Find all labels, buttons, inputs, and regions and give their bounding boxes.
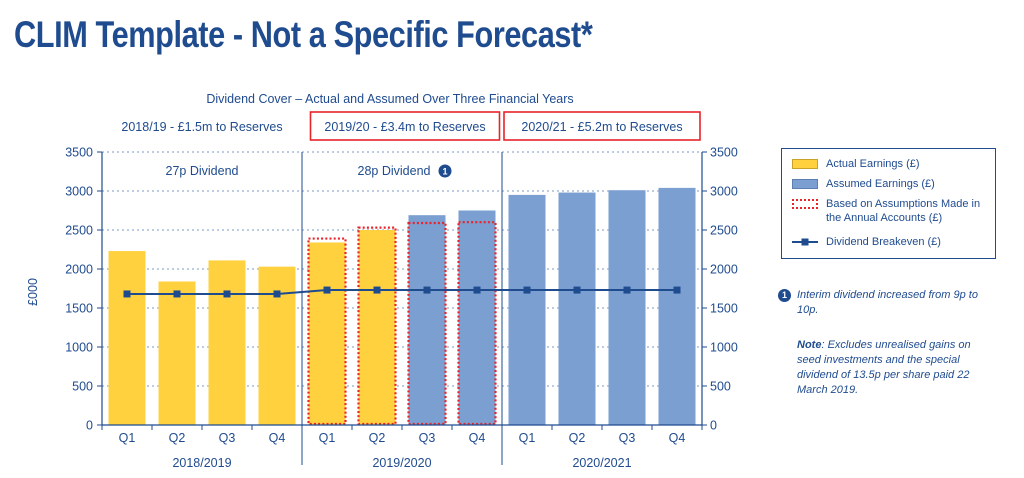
interim-note: 1 Interim dividend increased from 9p to … [778, 288, 1008, 318]
swatch-line [792, 238, 818, 246]
x-tick-label: Q1 [319, 431, 336, 445]
exclusion-note: Note: Excludes unrealised gains on seed … [778, 338, 997, 398]
reserves-label: 2018/19 - £1.5m to Reserves [121, 120, 282, 134]
breakeven-marker [273, 290, 281, 298]
breakeven-marker [573, 286, 581, 294]
bar-actual [158, 281, 196, 425]
x-tick-label: Q4 [669, 431, 686, 445]
legend-item-actual: Actual Earnings (£) [792, 157, 991, 171]
bar-actual [208, 260, 246, 425]
y-tick-label-left: 3000 [65, 185, 93, 199]
footnote-marker-text: 1 [442, 167, 447, 177]
bar-assumed [558, 192, 596, 425]
breakeven-marker [323, 286, 331, 294]
footnote-marker-icon [438, 164, 452, 178]
breakeven-marker [373, 286, 381, 294]
y-tick-label-left: 0 [86, 419, 93, 433]
y-tick-label-left: 500 [72, 380, 93, 394]
x-tick-label: Q3 [619, 431, 636, 445]
breakeven-line [127, 289, 677, 295]
bar-assumed [608, 190, 646, 425]
legend-item-assumed: Assumed Earnings (£) [792, 177, 991, 191]
x-tick-label: Q4 [469, 431, 486, 445]
x-tick-label: Q2 [369, 431, 386, 445]
bar-assumed [508, 194, 546, 425]
swatch-dotted [792, 199, 818, 209]
bar-actual [358, 230, 396, 425]
legend: Actual Earnings (£) Assumed Earnings (£)… [781, 148, 996, 259]
group-label: 2018/2019 [172, 456, 231, 470]
swatch-assumed [792, 179, 818, 189]
x-tick-label: Q3 [419, 431, 436, 445]
reserves-label: 2019/20 - £3.4m to Reserves [324, 120, 485, 134]
y-tick-label-left: 2500 [65, 224, 93, 238]
y-tick-label-right: 2500 [710, 224, 738, 238]
group-label: 2020/2021 [572, 456, 631, 470]
bar-actual [108, 251, 146, 425]
breakeven-marker [173, 290, 181, 298]
breakeven-marker [123, 290, 131, 298]
y-tick-label-right: 2000 [710, 263, 738, 277]
legend-label: Dividend Breakeven (£) [826, 236, 941, 248]
x-tick-label: Q2 [169, 431, 186, 445]
legend-label: Based on Assumptions Made in the Annual … [826, 198, 981, 224]
chart-title: Dividend Cover – Actual and Assumed Over… [206, 92, 573, 106]
bar-assumption-outline [307, 237, 347, 426]
reserves-box [309, 111, 501, 141]
bar-actual [258, 266, 296, 425]
breakeven-marker [473, 286, 481, 294]
y-tick-label-right: 500 [710, 380, 731, 394]
interim-note-text: Interim dividend increased from 9p to 10… [797, 289, 978, 316]
group-label: 2019/2020 [372, 456, 431, 470]
y-tick-label-right: 1000 [710, 341, 738, 355]
x-tick-label: Q1 [519, 431, 536, 445]
note-text: : Excludes unrealised gains on seed inve… [797, 339, 971, 396]
y-tick-label-left: 1500 [65, 302, 93, 316]
y-tick-label-right: 0 [710, 419, 717, 433]
bar-assumption-outline [357, 226, 397, 426]
x-tick-label: Q4 [269, 431, 286, 445]
y-tick-label-right: 3500 [710, 146, 738, 160]
reserves-label: 2020/21 - £5.2m to Reserves [521, 120, 682, 134]
bar-assumption-outline [407, 221, 447, 426]
bar-assumed [458, 210, 496, 425]
dividend-label: 28p Dividend [358, 164, 431, 178]
bar-assumption-outline [457, 221, 497, 426]
legend-item-line: Dividend Breakeven (£) [792, 235, 991, 249]
legend-label: Actual Earnings (£) [826, 158, 920, 170]
note-label: Note [797, 339, 822, 351]
footnote-marker-icon: 1 [778, 289, 791, 302]
breakeven-marker [623, 286, 631, 294]
y-tick-label-right: 1500 [710, 302, 738, 316]
breakeven-marker [223, 290, 231, 298]
y-tick-label-left: 3500 [65, 146, 93, 160]
bar-assumed [658, 187, 696, 425]
breakeven-marker [523, 286, 531, 294]
breakeven-marker [423, 286, 431, 294]
y-tick-label-right: 3000 [710, 185, 738, 199]
bar-actual [308, 242, 346, 425]
breakeven-marker [673, 286, 681, 294]
y-tick-label-left: 1000 [65, 341, 93, 355]
legend-label: Assumed Earnings (£) [826, 178, 935, 190]
page-title: CLIM Template - Not a Specific Forecast* [14, 14, 593, 55]
dividend-label: 27p Dividend [166, 164, 239, 178]
y-tick-label-left: 2000 [65, 263, 93, 277]
x-tick-label: Q3 [219, 431, 236, 445]
x-tick-label: Q2 [569, 431, 586, 445]
reserves-box [503, 111, 701, 141]
notes: 1 Interim dividend increased from 9p to … [778, 288, 1008, 398]
x-tick-label: Q1 [119, 431, 136, 445]
legend-item-dotted: Based on Assumptions Made in the Annual … [792, 197, 991, 225]
swatch-actual [792, 159, 818, 169]
y-axis-label: £000 [26, 278, 40, 306]
bar-assumed [408, 215, 446, 425]
